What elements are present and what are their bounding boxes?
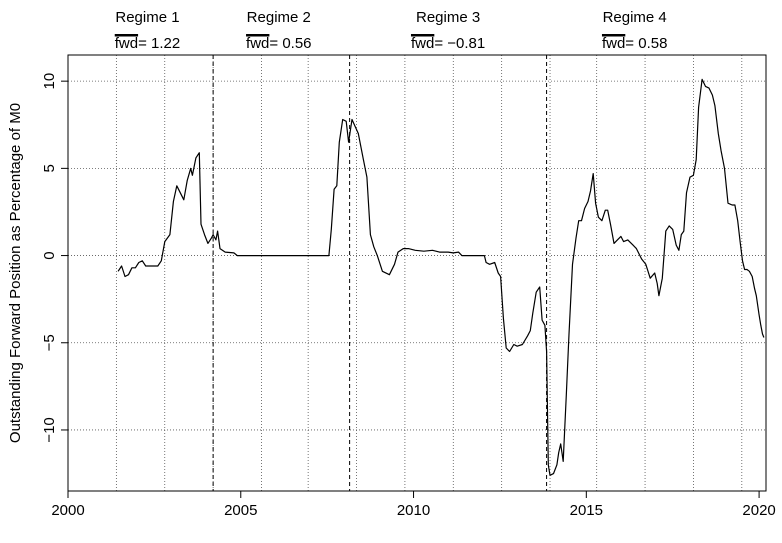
regime-label: Regime 1	[115, 9, 179, 26]
x-tick-label: 2015	[570, 502, 603, 519]
y-axis-label: Outstanding Forward Position as Percenta…	[7, 103, 24, 443]
y-tick-label: −5	[41, 334, 58, 351]
y-tick-label: 5	[41, 164, 58, 172]
regime-stat: fwd= 0.58	[602, 35, 667, 52]
regime-label: Regime 2	[247, 9, 311, 26]
regime-stat-name: fwd	[602, 35, 625, 52]
regime-label: Regime 3	[416, 9, 480, 26]
regime-break-lines	[212, 55, 548, 491]
regime-stat-name: fwd	[411, 35, 434, 52]
y-tick-label: 10	[41, 73, 58, 90]
y-tick-label: 0	[41, 251, 58, 259]
y-axis: −10 −5 0 5 10	[41, 73, 69, 443]
x-tick-label: 2010	[397, 502, 430, 519]
regime-stat: fwd= −0.81	[411, 35, 485, 52]
plot-frame	[67, 54, 767, 492]
regime-stat-value: = −0.81	[434, 35, 485, 52]
regime-stat-value: = 0.56	[269, 35, 311, 52]
regime-stat-value: = 1.22	[138, 35, 180, 52]
series-lines	[117, 78, 765, 476]
regime-stat-name: fwd	[115, 35, 138, 52]
series-line	[117, 78, 765, 476]
regime-stat-value: = 0.58	[625, 35, 667, 52]
x-tick-label: 2000	[51, 502, 84, 519]
x-tick-label: 2020	[742, 502, 775, 519]
y-tick-label: −10	[41, 417, 58, 442]
x-tick-label: 2005	[224, 502, 257, 519]
regime-stat: fwd= 1.22	[115, 35, 180, 52]
regime-label: Regime 4	[603, 9, 667, 26]
x-axis: 2000 2005 2010 2015 2020	[51, 490, 776, 519]
grid-lines	[67, 55, 766, 491]
regime-stat-name: fwd	[246, 35, 269, 52]
regime-stat: fwd= 0.56	[246, 35, 311, 52]
